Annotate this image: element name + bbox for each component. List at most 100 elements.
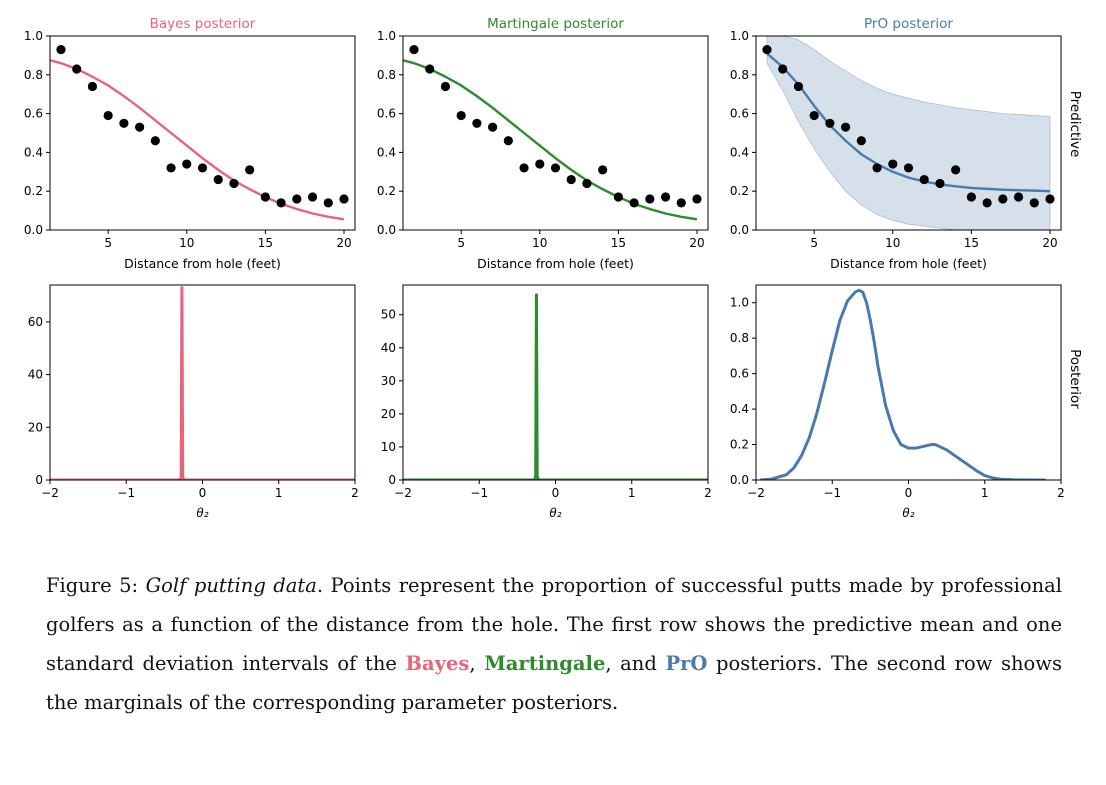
chart-posterior-0-xlabel: θ₂	[196, 506, 208, 520]
chart-predictive-2-point-13	[966, 192, 976, 202]
chart-predictive-0-ytick-label-0: 0.0	[24, 223, 43, 237]
chart-predictive-0-ytick-label-4: 0.8	[24, 68, 43, 82]
chart-predictive-1-point-6	[503, 136, 513, 146]
chart-posterior-2-ytick-label-0: 0.0	[730, 473, 749, 487]
chart-predictive-1-xtick-label-1: 10	[532, 236, 547, 250]
panel-title-1: Martingale posterior	[487, 16, 624, 32]
chart-predictive-1-ytick-label-3: 0.6	[377, 107, 396, 121]
chart-predictive-1-ytick-label-2: 0.4	[377, 145, 396, 159]
chart-predictive-1-ytick-label-4: 0.8	[377, 68, 396, 82]
row-label-predictive: Predictive	[1067, 91, 1083, 158]
chart-predictive-2-point-1	[778, 64, 788, 74]
chart-predictive-0-point-4	[119, 118, 129, 128]
chart-predictive-0-frame	[49, 35, 356, 231]
chart-predictive-0-point-7	[166, 163, 176, 173]
chart-predictive-1-frame	[402, 35, 709, 231]
chart-predictive-0-xtick-label-1: 10	[179, 236, 194, 250]
chart-posterior-1-xtick-label-1: −1	[470, 486, 488, 500]
chart-posterior-2-xtick-label-4: 2	[1057, 486, 1065, 500]
chart-predictive-2-ytick-label-1: 0.2	[730, 184, 749, 198]
chart-predictive-2-ytick-label-4: 0.8	[730, 68, 749, 82]
chart-posterior-2-xlabel: θ₂	[902, 506, 914, 520]
chart-posterior-2-xtick-label-2: 0	[905, 486, 913, 500]
figure-caption: Figure 5: Golf putting data. Points repr…	[46, 566, 1062, 722]
chart-predictive-2-point-15	[998, 194, 1008, 204]
chart-predictive-2-point-8	[888, 159, 898, 169]
chart-posterior-1-ytick-label-2: 20	[381, 407, 396, 421]
chart-predictive-1-point-18	[692, 194, 702, 204]
chart-predictive-1-ytick-label-0: 0.0	[377, 223, 396, 237]
chart-predictive-0-point-8	[182, 159, 192, 169]
chart-posterior-2-ytick-label-4: 0.8	[730, 331, 749, 345]
chart-predictive-2-std-band	[766, 36, 1051, 230]
chart-predictive-2-point-0	[762, 44, 772, 55]
chart-predictive-2-point-7	[872, 163, 882, 173]
chart-predictive-0-xtick-label-2: 15	[258, 236, 273, 250]
caption-martingale: Martingale	[484, 652, 606, 675]
chart-predictive-0-point-1	[72, 64, 82, 74]
caption-text-2: posteriors. The second row shows the mar…	[46, 652, 1062, 714]
chart-predictive-1-point-11	[582, 178, 592, 189]
chart-predictive-2-point-3	[809, 110, 819, 121]
chart-predictive-2-ytick-label-3: 0.6	[730, 107, 749, 121]
panel-title-0: Bayes posterior	[150, 16, 256, 32]
caption-label: Figure 5:	[46, 574, 139, 597]
chart-posterior-1-ytick-label-4: 40	[381, 341, 396, 355]
chart-predictive-1-xlabel: Distance from hole (feet)	[477, 256, 634, 271]
chart-predictive-0-point-13	[260, 192, 270, 202]
chart-predictive-0-point-15	[292, 194, 302, 204]
chart-predictive-2-mean-line	[766, 52, 1051, 193]
chart-predictive-1-xtick-label-3: 20	[689, 236, 704, 250]
chart-posterior-0-ytick-label-3: 60	[28, 315, 43, 329]
chart-predictive-0-mean-line	[50, 59, 345, 221]
chart-predictive-2-xtick-label-2: 15	[964, 236, 979, 250]
chart-predictive-2-ytick-label-5: 1.0	[730, 29, 749, 43]
chart-posterior-1-mean-line	[403, 293, 708, 480]
chart-predictive-1-point-12	[598, 165, 608, 175]
chart-predictive-0-point-10	[213, 174, 223, 185]
chart-predictive-1-xtick-label-0: 5	[457, 236, 465, 250]
chart-predictive-2-point-10	[919, 174, 929, 185]
chart-predictive-2-point-18	[1045, 194, 1055, 204]
chart-predictive-0-xtick-label-0: 5	[104, 236, 112, 250]
chart-predictive-2-point-2	[793, 81, 804, 92]
chart-predictive-2-point-6	[856, 136, 866, 146]
chart-predictive-0-point-2	[87, 81, 98, 92]
chart-posterior-0-xtick-label-2: 0	[199, 486, 207, 500]
figure-5: Bayes posterior Martingale posterior PrO p…	[24, 16, 1083, 520]
chart-predictive-1-point-8	[535, 159, 545, 169]
chart-predictive-2-point-14	[982, 198, 992, 208]
chart-predictive-0-point-9	[197, 163, 208, 173]
chart-predictive-1-ytick-label-1: 0.2	[377, 184, 396, 198]
chart-predictive-1-point-13	[613, 192, 623, 202]
chart-predictive-0-xlabel: Distance from hole (feet)	[124, 256, 281, 271]
chart-predictive-2-frame	[755, 35, 1062, 231]
chart-predictive-0-ytick-label-1: 0.2	[24, 184, 43, 198]
chart-posterior-1-xtick-label-2: 0	[552, 486, 560, 500]
chart-predictive-1-point-10	[566, 174, 576, 185]
chart-predictive-1-point-0	[409, 44, 419, 55]
chart-predictive-0-point-3	[103, 110, 113, 121]
chart-posterior-1-xlabel: θ₂	[549, 506, 561, 520]
chart-predictive-1-point-15	[645, 194, 655, 204]
chart-posterior-2-mean-line	[759, 288, 1046, 480]
chart-predictive-0-point-12	[245, 165, 255, 175]
chart-predictive-0-point-0	[56, 44, 66, 55]
caption-sep-1: ,	[469, 652, 485, 675]
chart-posterior-2-ytick-label-1: 0.2	[730, 438, 749, 452]
chart-posterior-2-xtick-label-3: 1	[981, 486, 989, 500]
chart-predictive-2-xtick-label-3: 20	[1042, 236, 1057, 250]
chart-predictive-2-point-11	[935, 178, 945, 189]
caption-title: Golf putting data	[145, 574, 317, 597]
chart-predictive-2-ytick-label-2: 0.4	[730, 145, 749, 159]
chart-posterior-0-frame	[49, 284, 356, 481]
chart-posterior-0-ytick-label-1: 20	[28, 420, 43, 434]
chart-predictive-0-point-16	[307, 192, 318, 202]
chart-predictive-2-point-9	[903, 163, 914, 173]
chart-posterior-0-xtick-label-0: −2	[41, 486, 59, 500]
chart-posterior-2-xtick-label-1: −1	[823, 486, 841, 500]
chart-posterior-2-ytick-label-3: 0.6	[730, 367, 749, 381]
chart-predictive-1-point-4	[472, 118, 482, 128]
chart-predictive-2-xtick-label-1: 10	[885, 236, 900, 250]
chart-predictive-0-point-6	[150, 136, 160, 146]
